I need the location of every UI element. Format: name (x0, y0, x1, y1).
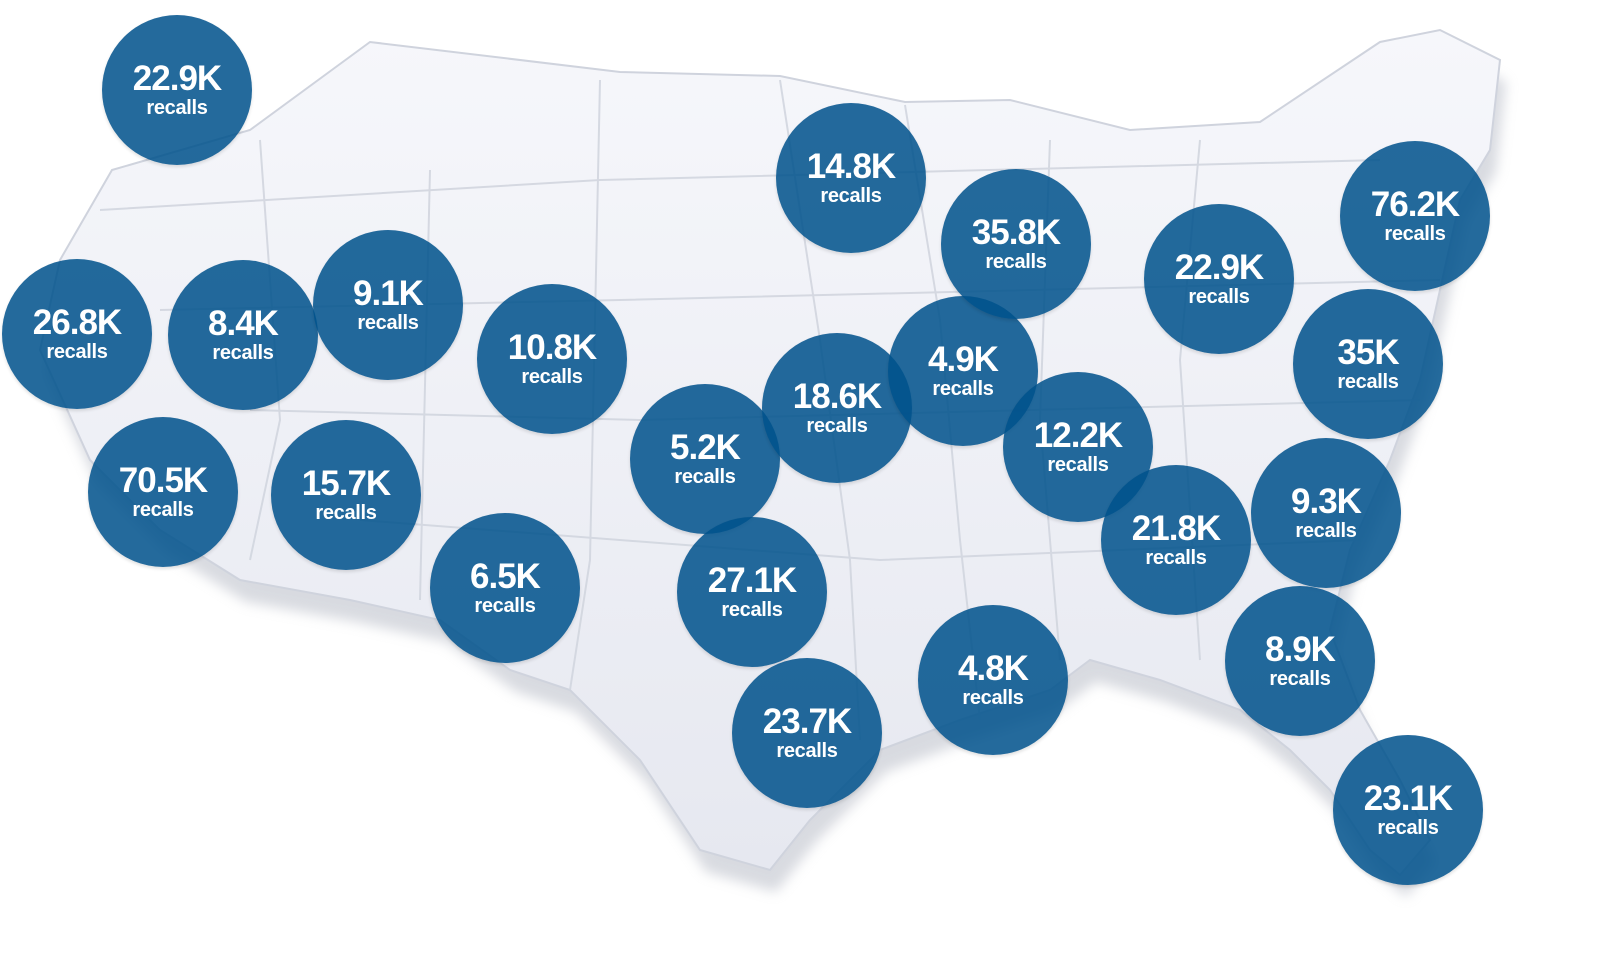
recall-unit-label: recalls (521, 366, 583, 388)
recall-unit-label: recalls (1295, 520, 1357, 542)
recall-unit-label: recalls (132, 499, 194, 521)
recall-bubble: 6.5K recalls (430, 513, 580, 663)
recall-unit-label: recalls (315, 502, 377, 524)
recall-count: 8.9K (1265, 630, 1336, 669)
recall-bubble: 4.8K recalls (918, 605, 1068, 755)
recall-unit-label: recalls (357, 312, 419, 334)
recall-count: 9.1K (353, 274, 424, 313)
recall-count: 27.1K (707, 561, 797, 600)
recall-unit-label: recalls (721, 599, 783, 621)
recall-count: 8.4K (208, 304, 279, 343)
recall-bubble: 27.1K recalls (677, 517, 827, 667)
recall-bubble: 22.9K recalls (1144, 204, 1294, 354)
recall-count: 9.3K (1291, 482, 1362, 521)
recall-bubble: 23.7K recalls (732, 658, 882, 808)
recall-unit-label: recalls (1377, 817, 1439, 839)
recall-bubble: 76.2K recalls (1340, 141, 1490, 291)
recall-unit-label: recalls (474, 595, 536, 617)
recall-count: 76.2K (1370, 185, 1460, 224)
recall-bubble: 18.6K recalls (762, 333, 912, 483)
recall-count: 10.8K (507, 328, 597, 367)
recall-bubble: 23.1K recalls (1333, 735, 1483, 885)
recall-unit-label: recalls (962, 687, 1024, 709)
recall-bubble: 21.8K recalls (1101, 465, 1251, 615)
recall-bubble: 70.5K recalls (88, 417, 238, 567)
recall-bubble: 15.7K recalls (271, 420, 421, 570)
recall-count: 26.8K (32, 303, 122, 342)
recall-unit-label: recalls (1337, 371, 1399, 393)
recall-count: 23.1K (1363, 779, 1453, 818)
recall-bubble: 35K recalls (1293, 289, 1443, 439)
recall-unit-label: recalls (776, 740, 838, 762)
recall-unit-label: recalls (674, 466, 736, 488)
recall-unit-label: recalls (806, 415, 868, 437)
recall-count: 6.5K (470, 557, 541, 596)
recall-bubble: 5.2K recalls (630, 384, 780, 534)
recall-bubble: 26.8K recalls (2, 259, 152, 409)
recall-bubble: 9.3K recalls (1251, 438, 1401, 588)
recall-unit-label: recalls (1047, 454, 1109, 476)
recall-count: 35K (1337, 333, 1399, 372)
recall-count: 15.7K (301, 464, 391, 503)
recall-count: 22.9K (132, 59, 222, 98)
recall-count: 23.7K (762, 702, 852, 741)
recall-bubble: 35.8K recalls (941, 169, 1091, 319)
recall-unit-label: recalls (932, 378, 994, 400)
recall-count: 22.9K (1174, 248, 1264, 287)
recall-count: 4.9K (928, 340, 999, 379)
recall-bubble: 9.1K recalls (313, 230, 463, 380)
recall-count: 21.8K (1131, 509, 1221, 548)
recall-unit-label: recalls (146, 97, 208, 119)
recall-unit-label: recalls (212, 342, 274, 364)
recall-count: 70.5K (118, 461, 208, 500)
recall-bubble: 8.4K recalls (168, 260, 318, 410)
recall-bubble: 22.9K recalls (102, 15, 252, 165)
recall-count: 5.2K (670, 428, 741, 467)
recall-unit-label: recalls (1145, 547, 1207, 569)
recall-unit-label: recalls (46, 341, 108, 363)
recall-unit-label: recalls (1269, 668, 1331, 690)
recall-count: 14.8K (806, 147, 896, 186)
recall-bubble: 14.8K recalls (776, 103, 926, 253)
recall-bubble: 8.9K recalls (1225, 586, 1375, 736)
recall-bubble: 10.8K recalls (477, 284, 627, 434)
recall-unit-label: recalls (820, 185, 882, 207)
recall-unit-label: recalls (1384, 223, 1446, 245)
recall-unit-label: recalls (1188, 286, 1250, 308)
recall-count: 35.8K (971, 213, 1061, 252)
recall-count: 12.2K (1033, 416, 1123, 455)
recall-unit-label: recalls (985, 251, 1047, 273)
recall-count: 18.6K (792, 377, 882, 416)
recall-count: 4.8K (958, 649, 1029, 688)
